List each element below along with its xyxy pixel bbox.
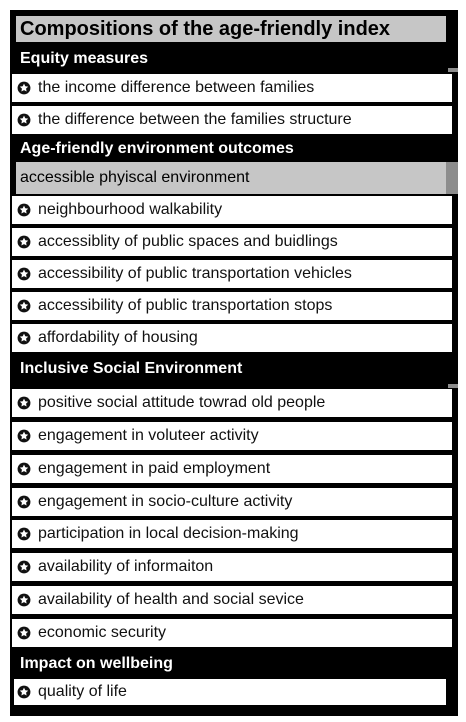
section-age-friendly-environment-outcomes: Age-friendly environment outcomes [20,140,294,157]
list-item: economic security [12,619,452,647]
list-item-label: engagement in paid employment [38,460,271,477]
list-item-label: engagement in voluteer activity [38,427,259,444]
star-in-circle-icon [16,494,32,510]
list-item-label: positive social attitude towrad old peop… [38,394,326,411]
list-item: the difference between the families stru… [12,106,452,134]
subsection-accessible-physical-environment: accessible phyiscal environment [16,162,446,194]
star-in-circle-icon [16,80,32,96]
list-item-label: participation in local decision-making [38,525,299,542]
list-item-label: availability of informaiton [38,558,214,575]
list-item: availability of informaiton [12,553,452,581]
section-equity-measures: Equity measures [20,50,149,67]
list-item: quality of life [14,679,446,705]
list-item: availability of health and social sevice [12,586,452,614]
list-item-label: availability of health and social sevice [38,591,304,608]
star-in-circle-icon [16,202,32,218]
divider [448,68,458,72]
list-item: engagement in socio-culture activity [12,488,452,516]
star-in-circle-icon [16,526,32,542]
star-in-circle-icon [16,266,32,282]
star-in-circle-icon [16,461,32,477]
list-item: affordability of housing [12,324,452,352]
list-item: neighbourhood walkability [12,196,452,224]
list-item-label: the income difference between families [38,79,315,96]
section-inclusive-social-environment: Inclusive Social Environment [20,360,243,377]
list-item-label: engagement in socio-culture activity [38,493,293,510]
list-item-label: neighbourhood walkability [38,201,223,218]
star-in-circle-icon [16,112,32,128]
list-item: engagement in paid employment [12,455,452,483]
star-in-circle-icon [16,234,32,250]
divider [446,162,458,194]
star-in-circle-icon [16,684,32,700]
star-in-circle-icon [16,395,32,411]
list-item: participation in local decision-making [12,520,452,548]
page-title: Compositions of the age-friendly index [16,16,446,42]
list-item-label: accessibility of public transportation s… [38,297,333,314]
section-impact-on-wellbeing: Impact on wellbeing [20,655,173,672]
star-in-circle-icon [16,298,32,314]
list-item-label: accessibility of public transportation v… [38,265,352,282]
list-item-label: economic security [38,624,167,641]
star-in-circle-icon [16,625,32,641]
star-in-circle-icon [16,592,32,608]
star-in-circle-icon [16,559,32,575]
list-item: positive social attitude towrad old peop… [12,389,452,417]
list-item: the income difference between families [12,74,452,102]
star-in-circle-icon [16,428,32,444]
list-item: accessibility of public transportation v… [12,260,452,288]
divider [448,384,458,388]
list-item-label: affordability of housing [38,329,198,346]
list-item: engagement in voluteer activity [12,422,452,450]
list-item-label: accessiblity of public spaces and buidli… [38,233,338,250]
list-item-label: the difference between the families stru… [38,111,352,128]
list-item: accessibility of public transportation s… [12,292,452,320]
list-item-label: quality of life [38,683,127,700]
list-item: accessiblity of public spaces and buidli… [12,228,452,256]
star-in-circle-icon [16,330,32,346]
